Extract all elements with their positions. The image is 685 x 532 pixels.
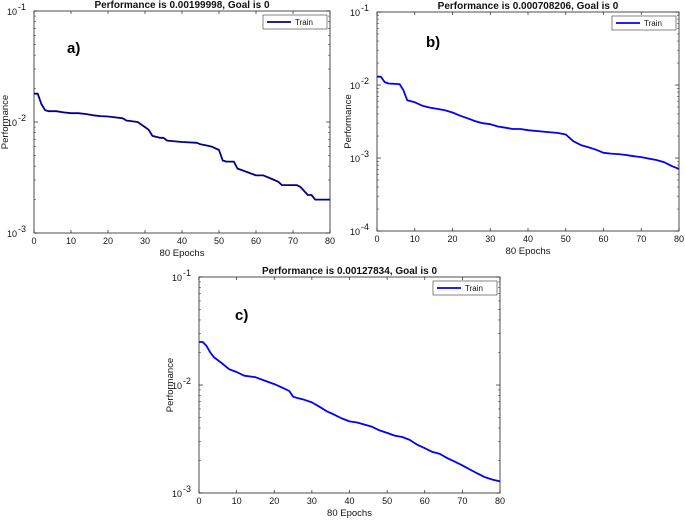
y-tick-label-exponent: -2 (361, 76, 369, 86)
x-tick-label: 30 (485, 234, 495, 244)
y-tick-label-base: 10 (350, 8, 360, 18)
y-tick-label-exponent: -2 (183, 376, 191, 386)
y-tick-label-exponent: -2 (18, 113, 26, 123)
x-tick-label: 0 (31, 236, 36, 246)
y-tick-label-exponent: -3 (18, 224, 26, 234)
x-tick-label: 10 (410, 234, 420, 244)
x-tick-label: 0 (374, 234, 379, 244)
legend-label: Train (295, 18, 313, 27)
panel-label: c) (235, 307, 248, 324)
x-axis-label: 80 Epochs (160, 248, 205, 259)
y-tick-label-exponent: -3 (183, 484, 191, 494)
chart-title: Performance is 0.00127834, Goal is 0 (262, 266, 438, 277)
legend-box (262, 14, 328, 30)
series-line-train (199, 341, 501, 483)
y-tick-label-exponent: -3 (361, 149, 369, 159)
x-tick-label: 10 (232, 496, 242, 506)
x-axis-label: 80 Epochs (506, 246, 551, 257)
legend-box (611, 15, 677, 31)
y-tick-label-base: 10 (172, 273, 182, 283)
y-tick-label-base: 10 (350, 154, 360, 164)
y-axis-label: Performance (0, 95, 11, 149)
x-tick-label: 50 (561, 234, 571, 244)
y-axis-label: Performance (343, 94, 354, 148)
plot-area (376, 11, 680, 232)
x-tick-label: 80 (495, 496, 505, 506)
x-tick-label: 80 (325, 236, 335, 246)
y-tick-label-exponent: -1 (18, 2, 26, 12)
x-tick-label: 50 (214, 236, 224, 246)
y-tick-label-base: 10 (172, 381, 182, 391)
x-tick-label: 70 (288, 236, 298, 246)
x-tick-label: 10 (66, 236, 76, 246)
x-tick-label: 20 (103, 236, 113, 246)
y-tick-label-base: 10 (7, 7, 17, 17)
y-tick-label-base: 10 (350, 227, 360, 237)
y-tick-label-base: 10 (7, 118, 17, 128)
x-tick-label: 50 (382, 496, 392, 506)
x-tick-label: 80 (674, 234, 684, 244)
x-tick-label: 70 (457, 496, 467, 506)
plot-area (33, 10, 331, 234)
x-tick-label: 60 (598, 234, 608, 244)
x-tick-label: 0 (196, 496, 201, 506)
x-tick-label: 60 (251, 236, 261, 246)
y-tick-label-base: 10 (7, 229, 17, 239)
legend-box (432, 280, 498, 296)
series-line-train (377, 75, 680, 170)
y-tick-label-base: 10 (350, 81, 360, 91)
y-axis-label: Performance (165, 358, 176, 412)
x-tick-label: 20 (269, 496, 279, 506)
x-tick-label: 40 (523, 234, 533, 244)
legend-label: Train (465, 284, 483, 293)
x-tick-label: 40 (344, 496, 354, 506)
y-tick-label-exponent: -1 (361, 3, 369, 13)
x-tick-label: 70 (636, 234, 646, 244)
x-axis-label: 80 Epochs (327, 508, 372, 519)
x-tick-label: 30 (307, 496, 317, 506)
chart-title: Performance is 0.000708206, Goal is 0 (438, 1, 619, 12)
legend-label: Train (644, 19, 662, 28)
y-tick-label-base: 10 (172, 489, 182, 499)
x-tick-label: 40 (177, 236, 187, 246)
x-tick-label: 20 (447, 234, 457, 244)
panel-label: b) (426, 34, 440, 51)
x-tick-label: 30 (140, 236, 150, 246)
series-line-train (34, 92, 330, 201)
y-tick-label-exponent: -1 (183, 268, 191, 278)
y-tick-label-exponent: -4 (361, 222, 369, 232)
panel-label: a) (67, 40, 80, 57)
chart-title: Performance is 0.00199998, Goal is 0 (94, 0, 270, 11)
x-tick-label: 60 (420, 496, 430, 506)
